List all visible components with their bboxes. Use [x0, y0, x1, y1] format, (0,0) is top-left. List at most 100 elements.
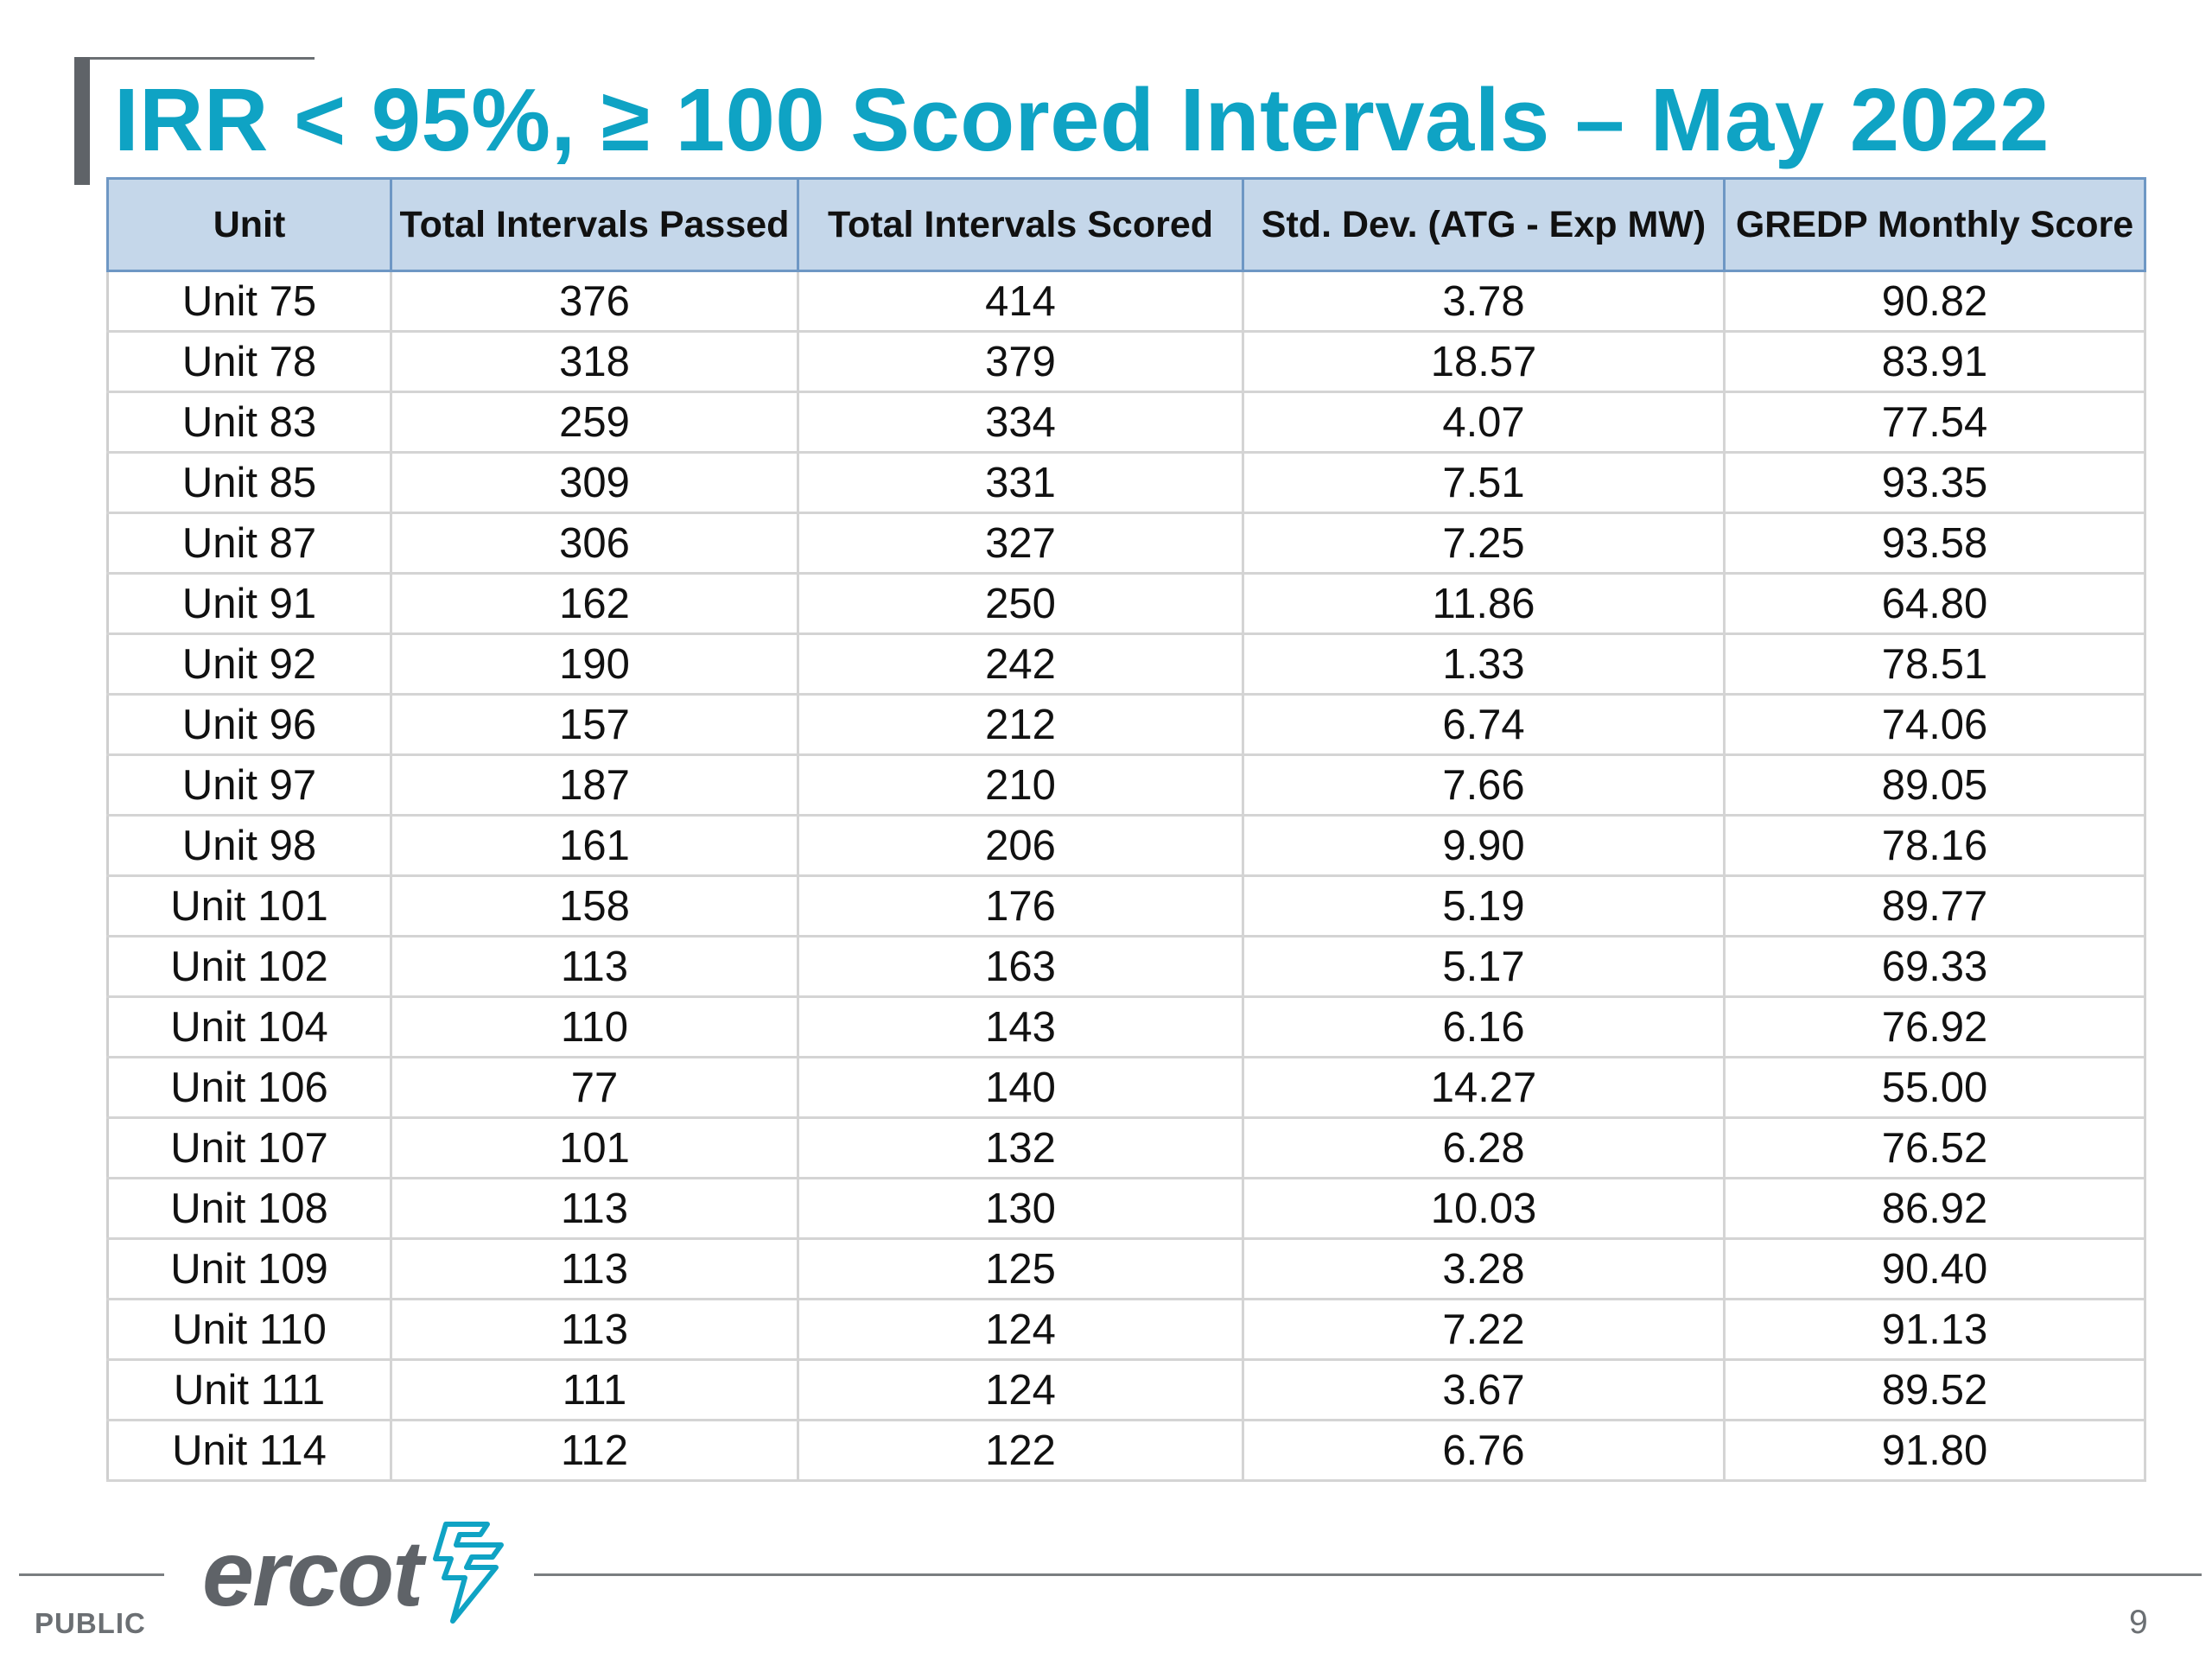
cell-monthly-score: 89.77 — [1723, 874, 2146, 938]
table-row: Unit 104 110 143 6.16 76.92 — [106, 995, 2146, 1058]
table-row: Unit 114 112 122 6.76 91.80 — [106, 1419, 2146, 1482]
cell-unit: Unit 106 — [106, 1056, 392, 1119]
table-row: Unit 83 259 334 4.07 77.54 — [106, 391, 2146, 454]
cell-std-dev: 10.03 — [1242, 1177, 1726, 1240]
cell-intervals-scored: 212 — [797, 693, 1244, 756]
slide-title: IRR < 95%, ≥ 100 Scored Intervals – May … — [114, 70, 2050, 169]
cell-intervals-scored: 206 — [797, 814, 1244, 877]
footer-divider-left — [19, 1573, 164, 1576]
column-header-std-dev: Std. Dev. (ATG - Exp MW) — [1242, 177, 1726, 272]
ercot-lightning-mark-icon — [433, 1522, 505, 1624]
cell-std-dev: 6.74 — [1242, 693, 1726, 756]
cell-monthly-score: 78.16 — [1723, 814, 2146, 877]
cell-monthly-score: 91.80 — [1723, 1419, 2146, 1482]
table-row: Unit 78 318 379 18.57 83.91 — [106, 330, 2146, 393]
cell-unit: Unit 78 — [106, 330, 392, 393]
cell-intervals-scored: 334 — [797, 391, 1244, 454]
cell-intervals-passed: 157 — [390, 693, 799, 756]
cell-std-dev: 7.51 — [1242, 451, 1726, 514]
cell-intervals-scored: 140 — [797, 1056, 1244, 1119]
cell-unit: Unit 91 — [106, 572, 392, 635]
cell-intervals-scored: 331 — [797, 451, 1244, 514]
cell-intervals-passed: 259 — [390, 391, 799, 454]
cell-monthly-score: 90.40 — [1723, 1237, 2146, 1300]
cell-intervals-scored: 163 — [797, 935, 1244, 998]
cell-monthly-score: 77.54 — [1723, 391, 2146, 454]
cell-std-dev: 6.76 — [1242, 1419, 1726, 1482]
cell-intervals-scored: 132 — [797, 1116, 1244, 1179]
cell-monthly-score: 83.91 — [1723, 330, 2146, 393]
cell-intervals-scored: 210 — [797, 753, 1244, 817]
cell-unit: Unit 92 — [106, 632, 392, 696]
cell-unit: Unit 102 — [106, 935, 392, 998]
cell-intervals-passed: 158 — [390, 874, 799, 938]
cell-std-dev: 14.27 — [1242, 1056, 1726, 1119]
table-body: Unit 75 376 414 3.78 90.82 Unit 78 318 379 18.57… — [106, 270, 2146, 1482]
cell-std-dev: 3.67 — [1242, 1358, 1726, 1421]
page-number: 9 — [2129, 1604, 2148, 1641]
table-row: Unit 97 187 210 7.66 89.05 — [106, 753, 2146, 817]
column-header-monthly-score: GREDP Monthly Score — [1723, 177, 2146, 272]
cell-unit: Unit 107 — [106, 1116, 392, 1179]
cell-intervals-passed: 376 — [390, 270, 799, 333]
cell-monthly-score: 64.80 — [1723, 572, 2146, 635]
cell-intervals-passed: 309 — [390, 451, 799, 514]
cell-std-dev: 11.86 — [1242, 572, 1726, 635]
cell-std-dev: 6.16 — [1242, 995, 1726, 1058]
cell-std-dev: 5.17 — [1242, 935, 1726, 998]
table-row: Unit 101 158 176 5.19 89.77 — [106, 874, 2146, 938]
cell-monthly-score: 86.92 — [1723, 1177, 2146, 1240]
cell-intervals-passed: 187 — [390, 753, 799, 817]
cell-intervals-scored: 379 — [797, 330, 1244, 393]
cell-intervals-passed: 306 — [390, 512, 799, 575]
cell-monthly-score: 76.92 — [1723, 995, 2146, 1058]
ercot-logo: ercot — [202, 1520, 510, 1625]
cell-intervals-scored: 122 — [797, 1419, 1244, 1482]
table-row: Unit 96 157 212 6.74 74.06 — [106, 693, 2146, 756]
table-row: Unit 75 376 414 3.78 90.82 — [106, 270, 2146, 333]
cell-intervals-scored: 130 — [797, 1177, 1244, 1240]
cell-unit: Unit 101 — [106, 874, 392, 938]
cell-monthly-score: 78.51 — [1723, 632, 2146, 696]
cell-unit: Unit 111 — [106, 1358, 392, 1421]
cell-intervals-passed: 113 — [390, 935, 799, 998]
cell-monthly-score: 90.82 — [1723, 270, 2146, 333]
table-header-row: Unit Total Intervals Passed Total Interv… — [106, 177, 2146, 272]
cell-unit: Unit 87 — [106, 512, 392, 575]
logo-wordmark: ercot — [202, 1520, 423, 1625]
table-row: Unit 109 113 125 3.28 90.40 — [106, 1237, 2146, 1300]
table-row: Unit 91 162 250 11.86 64.80 — [106, 572, 2146, 635]
cell-intervals-passed: 101 — [390, 1116, 799, 1179]
table-row: Unit 110 113 124 7.22 91.13 — [106, 1298, 2146, 1361]
cell-unit: Unit 96 — [106, 693, 392, 756]
table-row: Unit 108 113 130 10.03 86.92 — [106, 1177, 2146, 1240]
cell-unit: Unit 108 — [106, 1177, 392, 1240]
cell-monthly-score: 74.06 — [1723, 693, 2146, 756]
cell-intervals-passed: 110 — [390, 995, 799, 1058]
cell-intervals-passed: 113 — [390, 1298, 799, 1361]
column-header-intervals-passed: Total Intervals Passed — [390, 177, 799, 272]
table-row: Unit 98 161 206 9.90 78.16 — [106, 814, 2146, 877]
cell-intervals-scored: 125 — [797, 1237, 1244, 1300]
cell-std-dev: 3.28 — [1242, 1237, 1726, 1300]
cell-intervals-scored: 242 — [797, 632, 1244, 696]
cell-intervals-passed: 161 — [390, 814, 799, 877]
cell-intervals-scored: 250 — [797, 572, 1244, 635]
cell-intervals-passed: 112 — [390, 1419, 799, 1482]
cell-monthly-score: 93.58 — [1723, 512, 2146, 575]
cell-std-dev: 5.19 — [1242, 874, 1726, 938]
cell-std-dev: 3.78 — [1242, 270, 1726, 333]
cell-std-dev: 9.90 — [1242, 814, 1726, 877]
classification-label: PUBLIC — [35, 1607, 146, 1639]
cell-intervals-passed: 111 — [390, 1358, 799, 1421]
title-accent-bar — [74, 57, 90, 185]
cell-intervals-scored: 414 — [797, 270, 1244, 333]
table-row: Unit 107 101 132 6.28 76.52 — [106, 1116, 2146, 1179]
cell-intervals-scored: 143 — [797, 995, 1244, 1058]
cell-monthly-score: 89.05 — [1723, 753, 2146, 817]
cell-intervals-scored: 124 — [797, 1358, 1244, 1421]
table-row: Unit 87 306 327 7.25 93.58 — [106, 512, 2146, 575]
cell-intervals-scored: 327 — [797, 512, 1244, 575]
cell-std-dev: 1.33 — [1242, 632, 1726, 696]
unit-score-table: Unit Total Intervals Passed Total Interv… — [106, 177, 2146, 1482]
